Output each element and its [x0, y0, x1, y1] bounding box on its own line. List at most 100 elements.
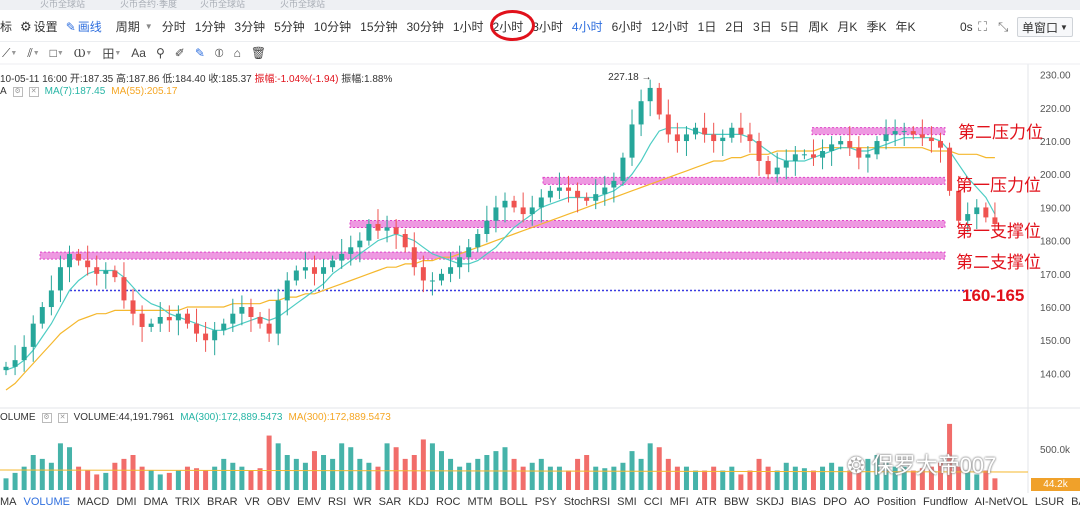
period-5[interactable]: 15分钟	[360, 20, 398, 34]
period-16[interactable]: 5日	[780, 20, 800, 34]
indicator-tab-rsi[interactable]: RSI	[327, 495, 347, 508]
indicator-tab-lsur[interactable]: LSUR	[1034, 495, 1065, 508]
candle-body-7	[67, 253, 73, 268]
volume-bar-1	[12, 472, 18, 490]
indicator-tab-dma[interactable]: DMA	[143, 495, 168, 508]
indicator-tab-roc[interactable]: ROC	[436, 495, 461, 508]
candle-body-16	[148, 323, 154, 327]
period-9[interactable]: 3小时	[532, 20, 563, 34]
settings-button[interactable]: ⚙ 设置	[20, 18, 58, 35]
indicator-tab-bbw[interactable]: BBW	[723, 495, 749, 508]
candle-body-61	[556, 187, 562, 191]
volume-bar-47	[429, 443, 435, 490]
indicator-tab-dpo[interactable]: DPO	[823, 495, 847, 508]
indicator-tab-ai-netvol[interactable]: AI-NetVOL	[974, 495, 1028, 508]
indicator-tab-vr[interactable]: VR	[244, 495, 260, 508]
indicator-tab-trix[interactable]: TRIX	[174, 495, 201, 508]
indicator-tab-psy[interactable]: PSY	[534, 495, 557, 508]
rect-tool-icon[interactable]: □ ▼	[49, 46, 64, 60]
candle-body-1	[12, 360, 18, 367]
volume-axis-label: 500.0k	[1040, 445, 1071, 456]
indicator-tab-smi[interactable]: SMI	[617, 495, 637, 508]
period-12[interactable]: 12小时	[651, 20, 689, 34]
wave-tool-icon[interactable]: Ⲱ ▼	[73, 45, 93, 60]
indicator-tab-mfi[interactable]: MFI	[669, 495, 689, 508]
indicator-tab-obv[interactable]: OBV	[266, 495, 291, 508]
period-4[interactable]: 10分钟	[313, 20, 352, 34]
indicator-tab-boll[interactable]: BOLL	[499, 495, 528, 508]
period-10[interactable]: 4小时	[571, 20, 603, 34]
indicator-tab-dmi[interactable]: DMI	[116, 495, 137, 508]
period-13[interactable]: 1日	[697, 20, 717, 34]
period-19[interactable]: 季K	[866, 20, 887, 34]
indicator-tab-skdj[interactable]: SKDJ	[755, 495, 785, 508]
indicator-tab-position[interactable]: Position	[876, 495, 916, 508]
grid-tool-icon[interactable]: 田 ▼	[102, 46, 122, 61]
indicator-tab-mtm[interactable]: MTM	[467, 495, 493, 508]
minimize-icon[interactable]: ⤡	[998, 19, 1009, 34]
dropdown-arrow-icon: ▼	[144, 22, 153, 31]
tab-4[interactable]: 火币全球站	[280, 0, 326, 9]
indicator-tab-cci[interactable]: CCI	[643, 495, 663, 508]
volume-settings-icon[interactable]: ⚙	[41, 412, 52, 423]
line-tool-icon[interactable]: ⟋ ▼	[2, 45, 18, 60]
candle-body-28	[257, 317, 263, 324]
period-11[interactable]: 6小时	[611, 20, 643, 34]
indicator-tab-sar[interactable]: SAR	[378, 495, 402, 508]
period-1[interactable]: 1分钟	[194, 20, 226, 34]
trash-icon[interactable]: 🗑	[250, 46, 267, 60]
volume-close-icon[interactable]: ✕	[57, 412, 68, 423]
fullscreen-icon[interactable]: ⛶	[978, 19, 988, 34]
period-0[interactable]: 分时	[161, 20, 186, 34]
measure-icon[interactable]: ⦶	[214, 45, 224, 60]
period-dropdown[interactable]: 周期 ▼	[115, 20, 153, 34]
period-17[interactable]: 周K	[808, 20, 829, 34]
indicator-tab-bias[interactable]: BIAS	[791, 495, 817, 508]
ruler-icon[interactable]: ✐	[174, 46, 185, 60]
tab-2[interactable]: 火币合约·季度	[120, 0, 177, 9]
indicators-button[interactable]: 标	[0, 20, 13, 34]
volume-bar-88	[801, 468, 807, 490]
candle-body-80	[729, 127, 735, 138]
period-2[interactable]: 3分钟	[234, 20, 266, 34]
candle-body-48	[438, 273, 444, 281]
tab-3[interactable]: 火币全球站	[200, 0, 246, 9]
volume-bar-3	[30, 455, 36, 490]
draw-lines-button[interactable]: ✎ 画线	[65, 19, 102, 35]
period-14[interactable]: 2日	[725, 20, 745, 34]
window-mode-select[interactable]: 单窗口 ▼	[1017, 17, 1073, 37]
period-20[interactable]: 年K	[895, 20, 916, 34]
volume-bar-24	[221, 458, 227, 490]
indicator-tab-atr[interactable]: ATR	[695, 495, 717, 508]
indicator-tab-fundflow[interactable]: Fundflow	[922, 495, 968, 508]
indicator-tab-brar[interactable]: BRAR	[207, 495, 238, 508]
indicator-tab-basis[interactable]: BASIS	[1071, 495, 1080, 508]
indicator-tab-emv[interactable]: EMV	[297, 495, 321, 508]
brush-icon[interactable]: ✎	[194, 46, 205, 60]
indicator-tab-macd[interactable]: MACD	[76, 495, 110, 508]
ma-close-icon[interactable]: ✕	[28, 86, 39, 97]
tab-1[interactable]: 火币全球站	[40, 0, 86, 9]
period-6[interactable]: 30分钟	[406, 20, 444, 34]
ma-settings-icon[interactable]: ⚙	[12, 86, 23, 97]
indicator-tab-ma[interactable]: MA	[0, 495, 17, 508]
lock-icon[interactable]: ⌂	[233, 46, 241, 60]
period-15[interactable]: 3日	[753, 20, 772, 34]
period-3[interactable]: 5分钟	[274, 20, 305, 34]
period-18[interactable]: 月K	[837, 20, 858, 34]
magnet-icon[interactable]: ⚲	[155, 46, 165, 60]
indicator-tab-ao[interactable]: AO	[853, 495, 870, 508]
indicator-tab-volume[interactable]: VOLUME	[23, 495, 70, 508]
period-7[interactable]: 1小时	[452, 20, 484, 34]
indicator-tab-stochrsi[interactable]: StochRSI	[563, 495, 611, 508]
volume-bar-89	[810, 470, 816, 490]
volume-bar-90	[820, 466, 826, 490]
text-tool-icon[interactable]: Aa	[131, 46, 146, 60]
browser-tab-strip: 火币全球站 火币合约·季度 火币全球站 火币全球站	[0, 0, 1080, 10]
candle-body-96	[874, 141, 880, 155]
candle-body-37	[339, 253, 345, 261]
volume-bar-85	[774, 470, 780, 490]
indicator-tab-kdj[interactable]: KDJ	[408, 495, 430, 508]
parallel-tool-icon[interactable]: ⫽ ▼	[27, 45, 40, 60]
indicator-tab-wr[interactable]: WR	[353, 495, 372, 508]
